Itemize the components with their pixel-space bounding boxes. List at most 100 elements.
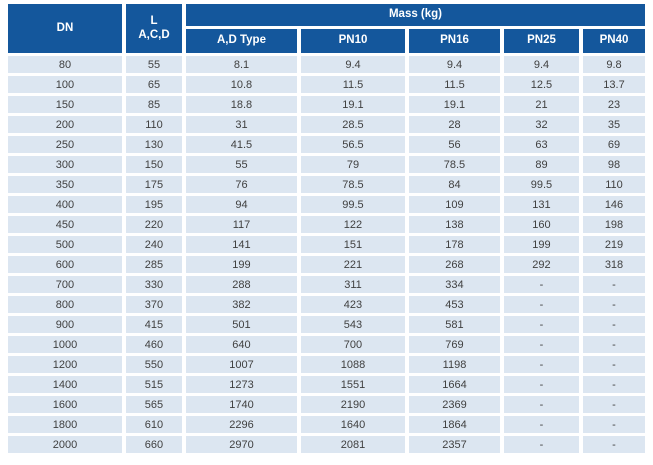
table-cell: 110 (125, 116, 182, 133)
table-cell: - (582, 396, 645, 413)
table-cell: 610 (125, 416, 182, 433)
table-cell: 370 (125, 296, 182, 313)
table-cell: 769 (408, 336, 500, 353)
table-cell: 288 (185, 276, 297, 293)
table-cell: 221 (300, 256, 405, 273)
table-cell: 11.5 (300, 76, 405, 93)
table-cell: 117 (185, 216, 297, 233)
table-cell: - (503, 436, 579, 453)
table-cell: - (582, 336, 645, 353)
table-row: 1600 565 1740 2190 2369- - (7, 396, 645, 413)
header-pn10: PN10 (300, 29, 405, 53)
table-row: 700 330 288 311 334- - (7, 276, 645, 293)
table-cell: 2970 (185, 436, 297, 453)
table-cell: 311 (300, 276, 405, 293)
table-row: 400 195 94 99.5 109 131 146 (7, 196, 645, 213)
table-cell: 150 (125, 156, 182, 173)
table-row: 300 150 55 79 78.5 89 98 (7, 156, 645, 173)
table-cell: 41.5 (185, 136, 297, 153)
table-cell: 56.5 (300, 136, 405, 153)
table-cell: - (582, 316, 645, 333)
table-cell: 146 (582, 196, 645, 213)
table-cell: 141 (185, 236, 297, 253)
header-ad-type: A,D Type (185, 29, 297, 53)
table-cell: 220 (125, 216, 182, 233)
table-row: 250 130 41.5 56.5 56 63 69 (7, 136, 645, 153)
table-cell: - (582, 276, 645, 293)
table-cell: 460 (125, 336, 182, 353)
table-cell: 19.1 (300, 96, 405, 113)
table-row: 80 55 8.1 9.4 9.4 9.4 9.8 (7, 56, 645, 73)
table-cell: 1664 (408, 376, 500, 393)
table-cell: 1864 (408, 416, 500, 433)
table-cell: 19.1 (408, 96, 500, 113)
table-cell: 130 (125, 136, 182, 153)
table-cell: 11.5 (408, 76, 500, 93)
table-cell: 9.8 (582, 56, 645, 73)
mass-table: DN L A,C,D Mass (kg) A,D Type PN10 PN16 … (4, 1, 649, 456)
table-cell: 300 (7, 156, 122, 173)
table-cell: 318 (582, 256, 645, 273)
table-row: 1800 610 2296 1640 1864- - (7, 416, 645, 433)
table-row: 2000 660 2970 2081 2357- - (7, 436, 645, 453)
table-cell: 18.8 (185, 96, 297, 113)
table-cell: - (503, 416, 579, 433)
table-cell: 151 (300, 236, 405, 253)
table-cell: 500 (7, 236, 122, 253)
table-cell: 1007 (185, 356, 297, 373)
table-cell: 600 (7, 256, 122, 273)
table-cell: 1600 (7, 396, 122, 413)
table-cell: 515 (125, 376, 182, 393)
table-cell: 423 (300, 296, 405, 313)
table-cell: 453 (408, 296, 500, 313)
table-cell: 292 (503, 256, 579, 273)
table-row: 1400 515 1273 1551 1664- - (7, 376, 645, 393)
table-cell: - (503, 336, 579, 353)
table-cell: - (582, 376, 645, 393)
table-cell: 2190 (300, 396, 405, 413)
table-cell: 99.5 (503, 176, 579, 193)
table-cell: 13.7 (582, 76, 645, 93)
table-cell: 2369 (408, 396, 500, 413)
table-cell: 400 (7, 196, 122, 213)
table-cell: 12.5 (503, 76, 579, 93)
table-cell: 69 (582, 136, 645, 153)
table-cell: 21 (503, 96, 579, 113)
table-cell: 8.1 (185, 56, 297, 73)
table-cell: 565 (125, 396, 182, 413)
table-cell: 640 (185, 336, 297, 353)
header-mass-group: Mass (kg) (185, 4, 645, 26)
table-cell: 2081 (300, 436, 405, 453)
table-cell: 160 (503, 216, 579, 233)
table-row: 350 175 76 78.5 84 99.5 110 (7, 176, 645, 193)
table-cell: 240 (125, 236, 182, 253)
table-cell: - (582, 296, 645, 313)
table-row: 600 285 199 221 268 292 318 (7, 256, 645, 273)
header-l-line1: L (150, 15, 158, 28)
table-cell: - (503, 296, 579, 313)
header-sub-row: A,D Type PN10 PN16 PN25 PN40 (8, 29, 645, 53)
header-l-line2: A,C,D (138, 28, 170, 41)
table-cell: 55 (125, 56, 182, 73)
table-cell: 330 (125, 276, 182, 293)
table-cell: 98 (582, 156, 645, 173)
table-cell: 85 (125, 96, 182, 113)
table-cell: 1740 (185, 396, 297, 413)
table-cell: 28 (408, 116, 500, 133)
table-row: 450 220 117 122 138 160 198 (7, 216, 645, 233)
table-cell: 219 (582, 236, 645, 253)
header-group-row: DN L A,C,D Mass (kg) (7, 4, 645, 53)
table-cell: 84 (408, 176, 500, 193)
table-cell: - (582, 436, 645, 453)
table-cell: 23 (582, 96, 645, 113)
table-cell: - (503, 316, 579, 333)
header-pn16: PN16 (408, 29, 500, 53)
table-cell: 1551 (300, 376, 405, 393)
table-cell: 700 (7, 276, 122, 293)
table-cell: 89 (503, 156, 579, 173)
table-cell: 122 (300, 216, 405, 233)
table-cell: - (503, 396, 579, 413)
table-row: 150 85 18.8 19.1 19.1 21 23 (7, 96, 645, 113)
table-cell: 178 (408, 236, 500, 253)
